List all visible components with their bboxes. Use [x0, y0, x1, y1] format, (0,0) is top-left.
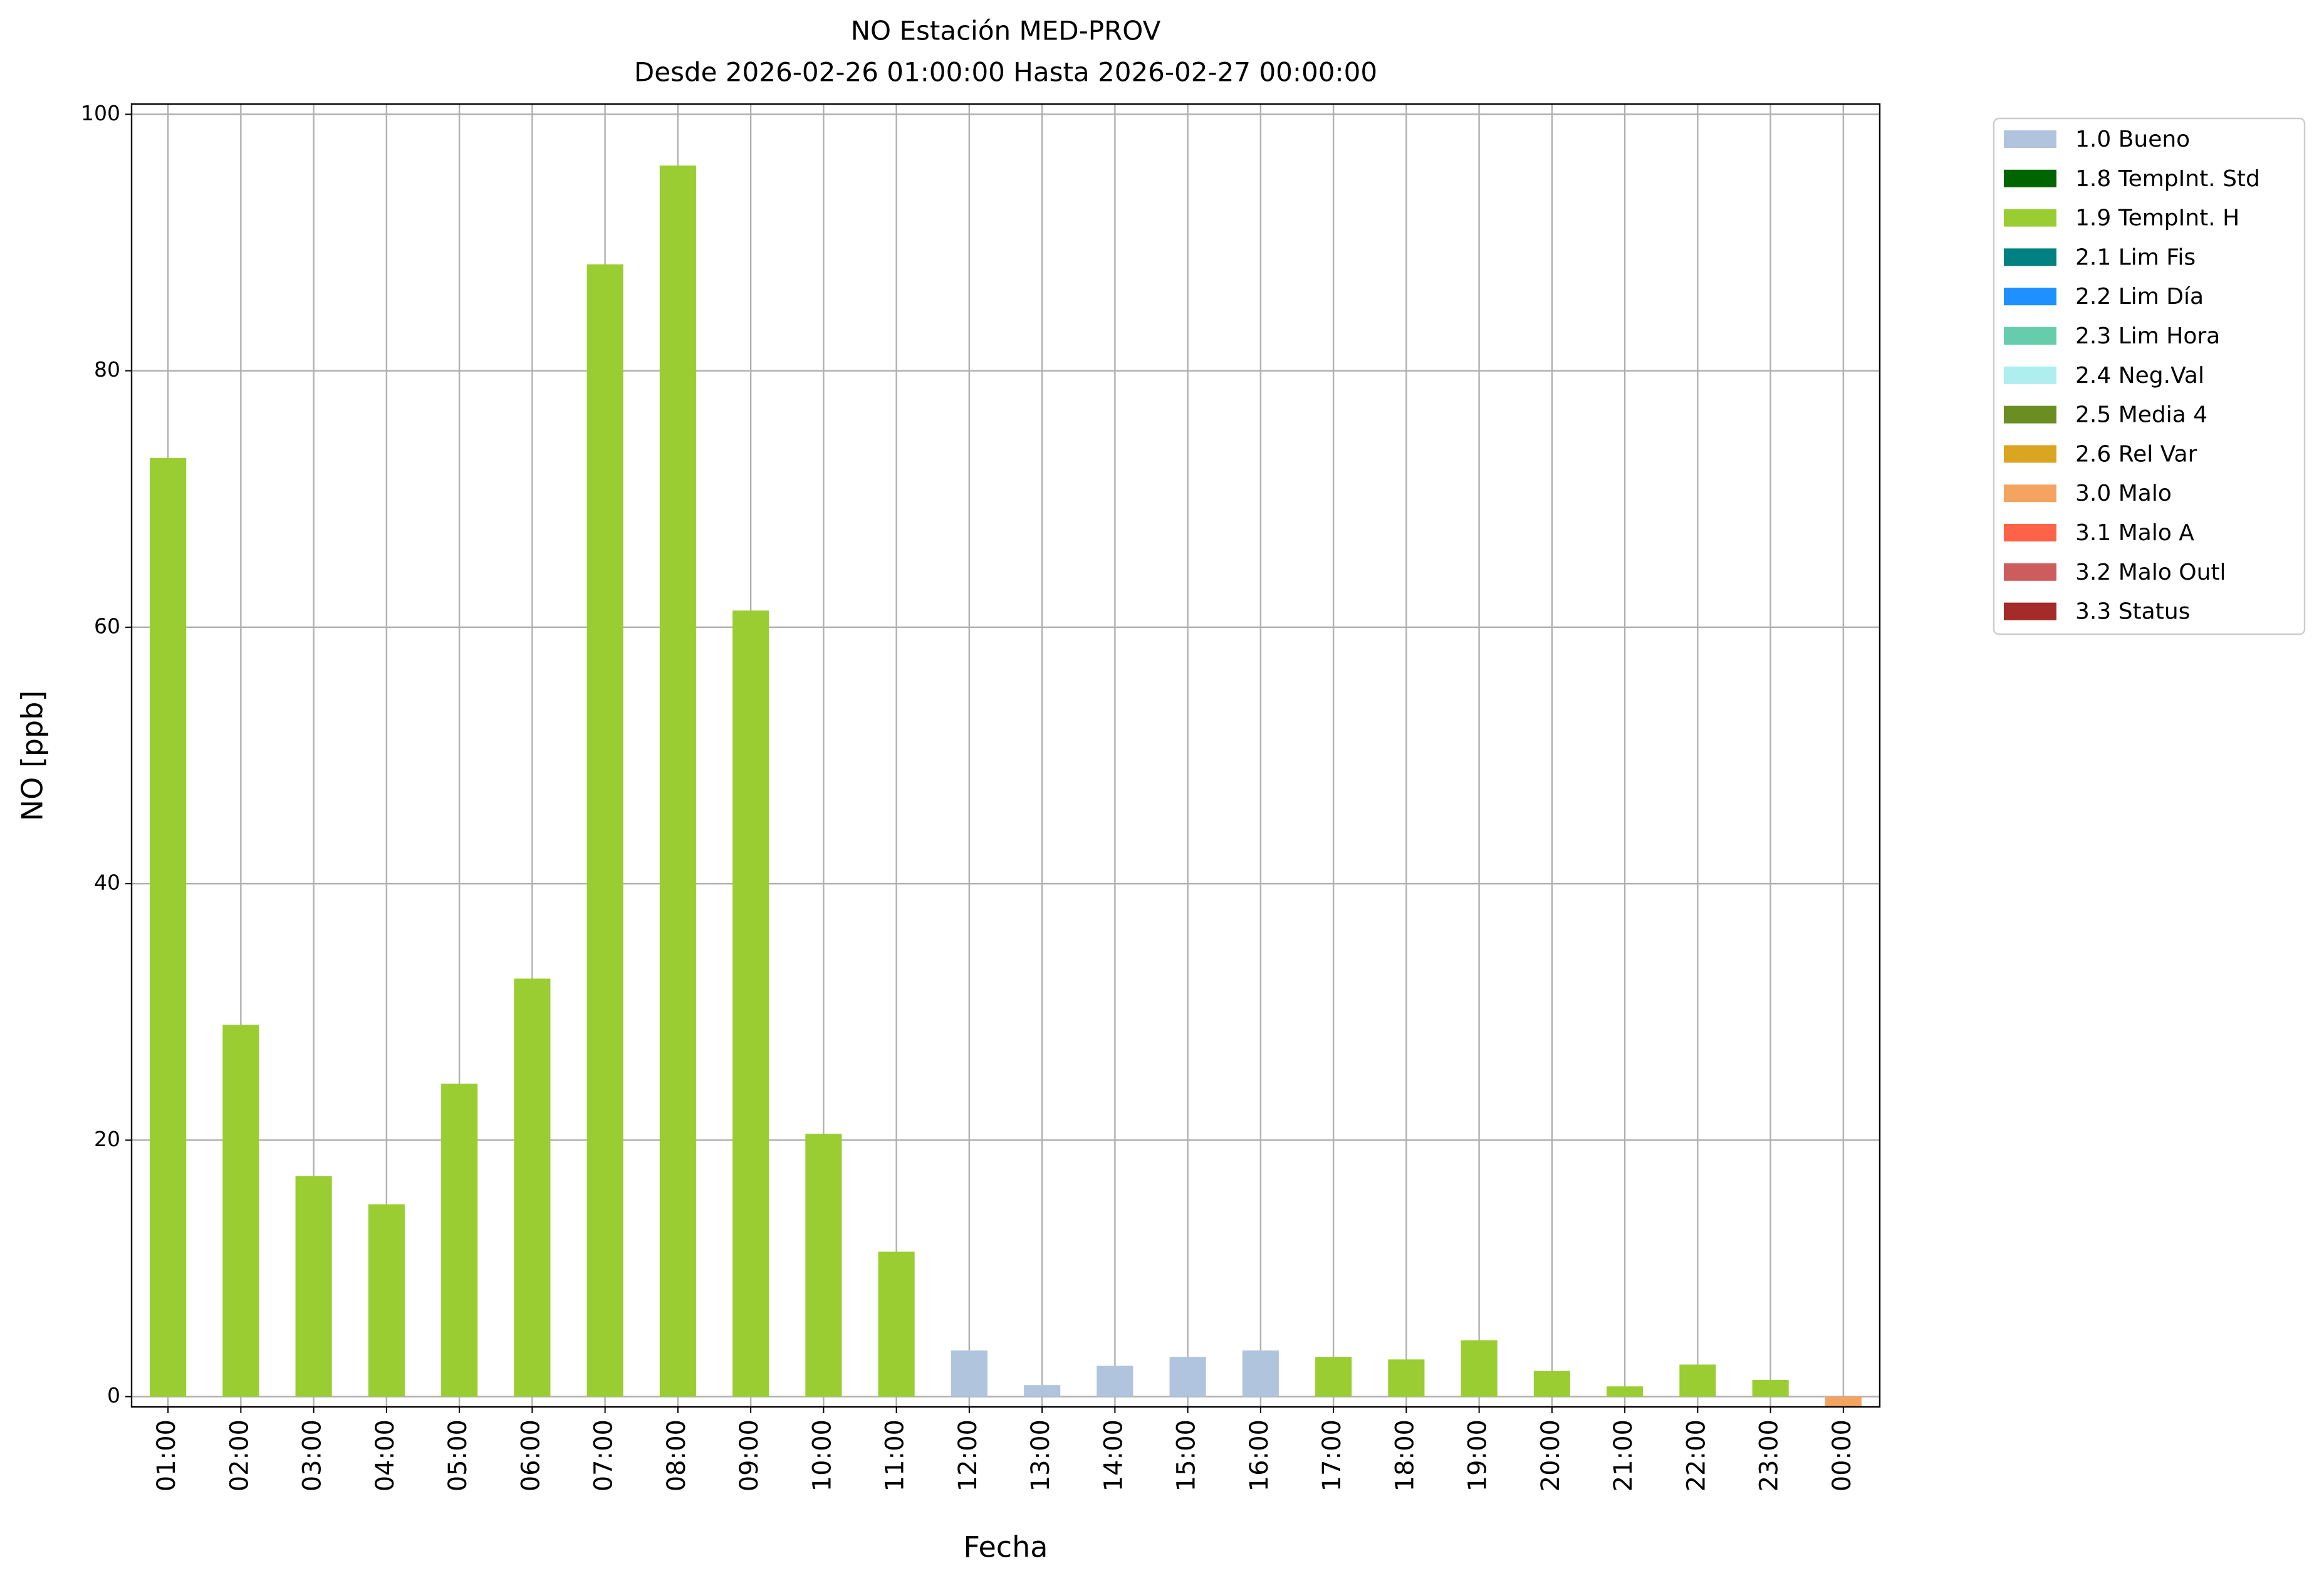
x-tick-label: 17:00 [1318, 1419, 1347, 1491]
bar [295, 1176, 332, 1397]
bar [951, 1350, 987, 1397]
legend-swatch [2004, 405, 2056, 424]
x-tick-label: 14:00 [1099, 1419, 1128, 1491]
legend-label: 1.0 Bueno [2075, 127, 2190, 152]
x-tick-label: 10:00 [808, 1419, 836, 1491]
bar [1097, 1366, 1133, 1397]
bar [514, 978, 551, 1397]
legend-swatch [2004, 484, 2056, 503]
x-tick-label: 15:00 [1172, 1419, 1201, 1491]
x-tick-label: 09:00 [735, 1419, 764, 1491]
x-tick-label: 05:00 [444, 1419, 472, 1491]
bar [1679, 1364, 1716, 1397]
chart-title: NO Estación MED-PROV [851, 16, 1161, 46]
legend-box [1993, 117, 2306, 635]
legend-label: 3.3 Status [2075, 599, 2190, 625]
bar [586, 264, 623, 1397]
x-tick-label: 13:00 [1026, 1419, 1055, 1491]
x-tick-label: 18:00 [1390, 1419, 1419, 1491]
x-tick-label: 23:00 [1755, 1419, 1784, 1491]
legend-label: 3.0 Malo [2075, 481, 2172, 506]
x-tick-label: 11:00 [881, 1419, 910, 1491]
bar [1242, 1350, 1279, 1397]
bar [1315, 1357, 1352, 1397]
legend-swatch [2004, 130, 2056, 148]
x-tick-label: 19:00 [1464, 1419, 1493, 1491]
x-tick-label: 21:00 [1609, 1419, 1638, 1491]
legend-label: 1.9 TempInt. H [2075, 206, 2239, 231]
legend-swatch [2004, 327, 2056, 345]
bar [1461, 1340, 1498, 1397]
legend-swatch [2004, 209, 2056, 227]
bar [1169, 1357, 1206, 1397]
bar [1752, 1380, 1789, 1397]
legend-swatch [2004, 445, 2056, 463]
x-tick-label: 06:00 [516, 1419, 545, 1491]
legend-label: 2.6 Rel Var [2075, 441, 2197, 467]
x-axis-label: Fecha [964, 1530, 1048, 1564]
x-tick-label: 22:00 [1682, 1419, 1711, 1491]
x-tick-label: 01:00 [152, 1419, 181, 1491]
legend-label: 2.2 Lim Día [2075, 284, 2204, 310]
bar [805, 1134, 842, 1397]
x-tick-label: 20:00 [1536, 1419, 1565, 1491]
bar [1388, 1359, 1425, 1397]
y-tick-label: 80 [94, 357, 120, 382]
y-axis-label: NO [ppb] [16, 691, 50, 822]
x-tick-label: 04:00 [371, 1419, 400, 1491]
legend-swatch [2004, 169, 2056, 187]
legend-label: 3.1 Malo A [2075, 520, 2194, 546]
legend-label: 3.2 Malo Outl [2075, 560, 2226, 585]
bar [1533, 1371, 1570, 1397]
legend-swatch [2004, 563, 2056, 581]
bar [441, 1084, 478, 1397]
bar [1024, 1385, 1061, 1397]
bar [1825, 1396, 1862, 1407]
legend-swatch [2004, 248, 2056, 266]
y-tick-label: 20 [94, 1127, 120, 1151]
bar [878, 1251, 915, 1397]
x-tick-label: 07:00 [590, 1419, 618, 1491]
x-tick-label: 16:00 [1245, 1419, 1274, 1491]
y-tick-label: 100 [81, 101, 120, 125]
chart-subtitle: Desde 2026-02-26 01:00:00 Hasta 2026-02-… [634, 57, 1377, 88]
bar [659, 165, 696, 1397]
bar [222, 1025, 259, 1397]
y-tick-label: 60 [94, 614, 120, 638]
bar [1607, 1386, 1644, 1397]
bar [368, 1204, 405, 1397]
x-tick-label: 08:00 [662, 1419, 691, 1491]
legend-label: 2.3 Lim Hora [2075, 323, 2220, 349]
legend-swatch [2004, 602, 2056, 620]
plot-frame [130, 103, 1881, 1408]
y-tick-label: 0 [107, 1383, 120, 1408]
bar [732, 610, 769, 1397]
x-tick-label: 03:00 [298, 1419, 327, 1491]
legend-swatch [2004, 366, 2056, 384]
x-tick-label: 02:00 [225, 1419, 254, 1491]
legend-label: 2.1 Lim Fis [2075, 244, 2196, 270]
legend-label: 1.8 TempInt. Std [2075, 166, 2260, 192]
x-tick-label: 12:00 [954, 1419, 982, 1491]
bar [150, 457, 187, 1397]
y-tick-label: 40 [94, 870, 120, 895]
legend-swatch [2004, 288, 2056, 306]
x-tick-label: 00:00 [1828, 1419, 1857, 1491]
legend-swatch [2004, 524, 2056, 541]
legend-label: 2.4 Neg.Val [2075, 363, 2204, 389]
legend-label: 2.5 Media 4 [2075, 402, 2207, 428]
